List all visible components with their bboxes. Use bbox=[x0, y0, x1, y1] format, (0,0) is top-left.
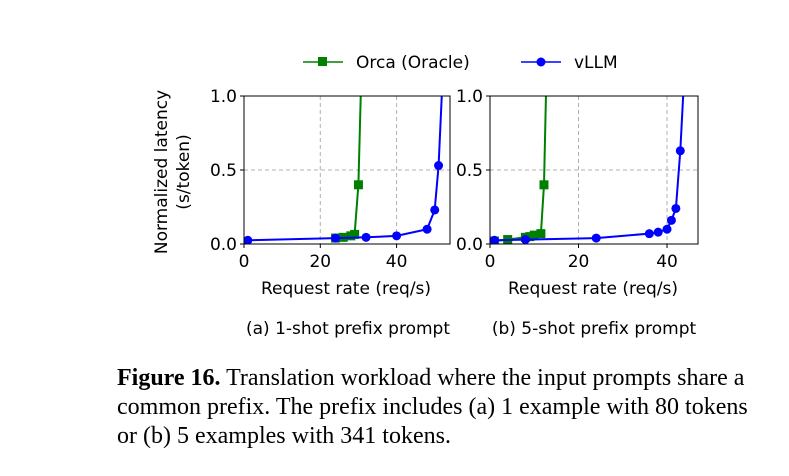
panel-a-series-line-1 bbox=[247, 96, 443, 242]
panel-a-ytick-label: 0.0 bbox=[210, 235, 237, 255]
figure-caption: Figure 16. Translation workload where th… bbox=[117, 364, 757, 451]
panel-a-ytick-label: 0.5 bbox=[210, 161, 237, 181]
panel-b-point bbox=[591, 233, 601, 243]
panel-b-point bbox=[666, 215, 676, 225]
panel-a-point bbox=[331, 233, 341, 243]
panel-a-xtick-label: 0 bbox=[239, 252, 250, 272]
panel-a-point bbox=[361, 232, 371, 242]
panel-b-point bbox=[653, 227, 663, 237]
panel-b-point bbox=[529, 230, 539, 240]
panel-b-ytick-label: 0.0 bbox=[456, 235, 483, 255]
panel-a-xlabel: Request rate (req/s) bbox=[261, 279, 431, 299]
panel-b-xtick-label: 0 bbox=[485, 252, 496, 272]
panel-b-subcaption: (b) 5-shot prefix prompt bbox=[492, 319, 697, 339]
panel-b-point bbox=[539, 180, 549, 190]
panel-b-data bbox=[490, 62, 689, 244]
panel-a-point bbox=[353, 180, 363, 190]
panel-a-point bbox=[392, 231, 402, 241]
panel-a-ytick-label: 1.0 bbox=[210, 87, 237, 107]
caption-label: Figure 16. bbox=[117, 365, 221, 391]
panel-a-point bbox=[350, 229, 360, 239]
panel-b-point bbox=[490, 235, 499, 244]
panel-b-point bbox=[644, 229, 654, 239]
panel-b-series-line-0 bbox=[494, 96, 547, 242]
legend-vllm-label: vLLM bbox=[574, 53, 618, 73]
panel-a-point bbox=[430, 205, 440, 215]
panel-b-xtick-label: 20 bbox=[568, 252, 590, 272]
panel-a-xtick-label: 40 bbox=[386, 252, 408, 272]
panel-a-subcaption: (a) 1-shot prefix prompt bbox=[246, 319, 450, 339]
panel-b-series-line-1 bbox=[494, 96, 685, 242]
panel-b-ytick-label: 1.0 bbox=[456, 87, 483, 107]
panel-b-point bbox=[536, 229, 546, 239]
chart-panel-a: Request rate (req/s) (a) 1-shot prefix p… bbox=[210, 87, 451, 339]
panel-a-series-line-0 bbox=[335, 96, 362, 240]
panel-a-data bbox=[244, 96, 444, 244]
panel-b-point bbox=[675, 146, 685, 156]
y-axis-label-line-1: Normalized latency bbox=[152, 90, 172, 254]
panel-b-ytick-label: 0.5 bbox=[456, 161, 483, 181]
panel-a-xtick-label: 20 bbox=[309, 252, 331, 272]
panel-b-point bbox=[680, 62, 689, 71]
panel-b-xlabel: Request rate (req/s) bbox=[508, 279, 678, 299]
legend-vllm-marker bbox=[536, 57, 546, 67]
legend: Orca (Oracle) vLLM bbox=[303, 53, 618, 73]
panel-b-point bbox=[662, 224, 672, 234]
y-axis-label: Normalized latency (s/token) bbox=[152, 90, 194, 254]
panel-a-point bbox=[244, 235, 253, 244]
caption-text: Translation workload where the input pro… bbox=[117, 365, 748, 449]
panel-a-point bbox=[434, 161, 444, 171]
panel-b-xtick-label: 40 bbox=[656, 252, 678, 272]
legend-orca-marker bbox=[318, 57, 327, 66]
y-axis-label-line-2: (s/token) bbox=[174, 134, 194, 209]
legend-orca-label: Orca (Oracle) bbox=[356, 53, 470, 73]
chart-panel-b: Request rate (req/s) (b) 5-shot prefix p… bbox=[456, 62, 699, 339]
panel-b-point bbox=[520, 235, 530, 244]
panel-a-point bbox=[422, 224, 432, 234]
panel-b-point bbox=[671, 203, 681, 213]
